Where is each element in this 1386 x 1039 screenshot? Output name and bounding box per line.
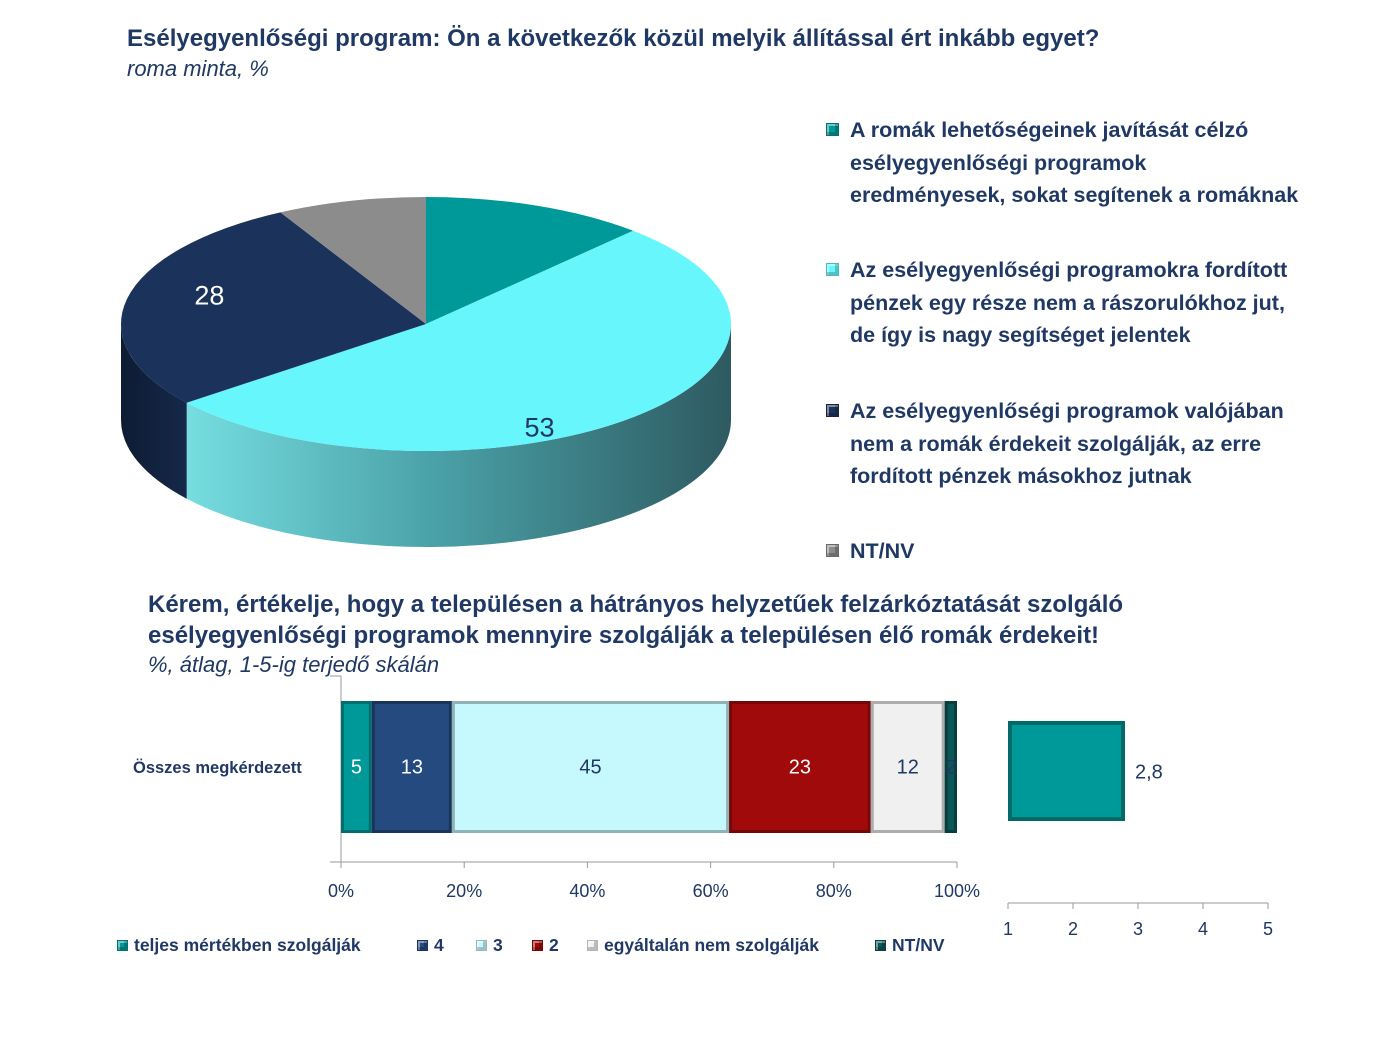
bar-legend-item-2: 4 [417,933,444,957]
pie-legend-label: NT/NV [850,539,915,563]
bar-legend-item-5: egyáltalán nem szolgálják [587,933,819,957]
x-tick-label: 60% [693,881,729,901]
legend-swatch-icon [826,123,839,136]
bar-segment [451,701,730,833]
pie-legend-item-4: NT/NV [826,535,1306,568]
bar-legend-label: 2 [549,935,559,955]
bar-segment [944,701,957,833]
bar-legend-label: NT/NV [892,935,945,955]
legend-swatch-icon [117,940,128,951]
bar-segment-bevel [870,701,945,833]
mean-bar-bevel [1008,721,1125,821]
mean-value-label: 2,8 [1135,761,1163,783]
legend-swatch-icon [587,940,598,951]
bar-legend-label: 3 [493,935,503,955]
bar-segment [341,701,372,833]
bar-legend-label: teljes mértékben szolgálják [134,935,361,955]
bar-segment-value-label: 45 [579,756,601,778]
pie-slice [186,230,731,451]
legend-swatch-icon [826,544,839,557]
pie-chart-subtitle: roma minta, % [127,56,269,81]
bar-chart-title-line1: Kérem, értékelje, hogy a településen a h… [148,591,1124,618]
mean-x-tick-label: 4 [1198,919,1208,939]
bar-legend-label: 4 [434,935,444,955]
bar-segment-value-label: 2 [945,756,956,778]
x-tick-label: 80% [816,881,852,901]
pie-slice-value-label: 12 [488,173,518,203]
bar-segment-value-label: 12 [897,756,919,778]
pie-slice-side [121,324,187,499]
pie-legend-label: Az esélyegyenlőségi programok valójában … [850,399,1284,488]
bar-segment-bevel [729,701,871,833]
bar-segment-value-label: 5 [351,756,362,778]
pie-chart-title: Esélyegyenlőségi program: Ön a következő… [127,25,1100,52]
pie-legend-item-1: A romák lehetőségeinek javítását célzó e… [826,114,1306,212]
bar-legend-label: egyáltalán nem szolgálják [604,935,819,955]
legend-swatch-icon [417,940,428,951]
bar-legend-item-3: 3 [476,933,503,957]
pie-legend-label: Az esélyegyenlőségi programokra fordítot… [850,258,1288,347]
legend-swatch-icon [826,404,839,417]
legend-swatch-icon [532,940,543,951]
bar-legend-item-6: NT/NV [875,933,945,957]
x-tick-label: 0% [328,881,354,901]
bar-segment-bevel [371,701,452,833]
x-tick-label: 100% [934,881,980,901]
bar-segment-value-label: 13 [401,756,423,778]
bar-segment [870,701,945,833]
pie-legend-label: A romák lehetőségeinek javítását célzó e… [850,118,1299,207]
bar-segment-bevel [341,701,372,833]
x-tick-label: 20% [446,881,482,901]
bar-segment-value-label: 23 [789,756,811,778]
pie-slice [426,197,634,324]
pie-legend-item-3: Az esélyegyenlőségi programok valójában … [826,395,1306,493]
bar-legend-item-1: teljes mértékben szolgálják [117,933,361,957]
mean-x-tick-label: 5 [1263,919,1273,939]
bar-segment-bevel [944,701,957,833]
bar-segment [729,701,871,833]
pie-slice-value-label: 53 [524,413,554,443]
pie-slice [280,197,426,324]
bar-chart-subtitle: %, átlag, 1-5-ig terjedő skálán [148,652,440,677]
pie-slice-side [186,324,732,547]
mean-x-tick-label: 2 [1068,919,1078,939]
bar-chart-title-line2: esélyegyenlőségi programok mennyire szol… [148,622,1100,649]
bar-legend-item-4: 2 [532,933,559,957]
legend-swatch-icon [476,940,487,951]
pie-legend-item-2: Az esélyegyenlőségi programokra fordítot… [826,254,1306,352]
pie-slice-value-label: 8 [362,164,377,194]
bar-segment [371,701,452,833]
mean-x-tick-label: 3 [1133,919,1143,939]
mean-x-tick-label: 1 [1003,919,1013,939]
x-tick-label: 40% [569,881,605,901]
category-label: Összes megkérdezett [133,759,302,777]
legend-swatch-icon [875,940,886,951]
bar-segment-bevel [451,701,730,833]
legend-swatch-icon [826,263,839,276]
pie-slice-value-label: 28 [194,281,224,311]
mean-bar [1008,721,1125,821]
pie-slice [120,212,426,403]
